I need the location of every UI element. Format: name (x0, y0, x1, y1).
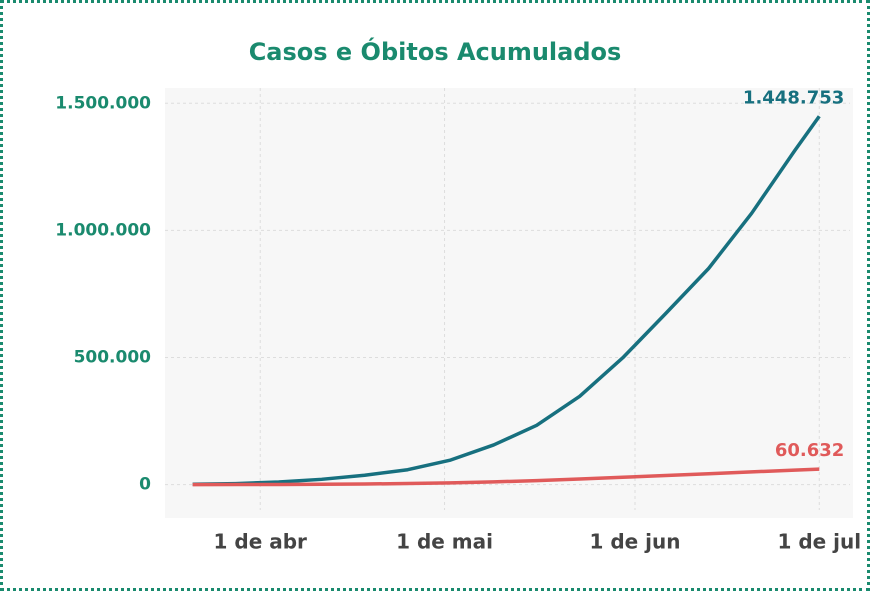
x-tick-label: 1 de mai (396, 530, 493, 554)
y-tick-label: 1.000.000 (55, 220, 151, 240)
series-line (192, 115, 821, 487)
plot-area (165, 88, 853, 518)
value-label: 1.448.753 (743, 87, 844, 108)
x-tick-label: 1 de jun (589, 530, 680, 554)
x-tick-label: 1 de jul (777, 530, 861, 554)
y-tick-label: 500.000 (74, 347, 152, 367)
y-tick-label: 0 (139, 475, 151, 495)
series-line (192, 467, 820, 487)
chart: Casos e Óbitos Acumulados 0 500.000 1.000.… (55, 36, 861, 554)
y-tick-label: 1.500.000 (55, 93, 151, 113)
value-label: 60.632 (775, 440, 844, 461)
chart-title: Casos e Óbitos Acumulados (249, 36, 622, 66)
x-tick-label: 1 de abr (214, 530, 308, 554)
